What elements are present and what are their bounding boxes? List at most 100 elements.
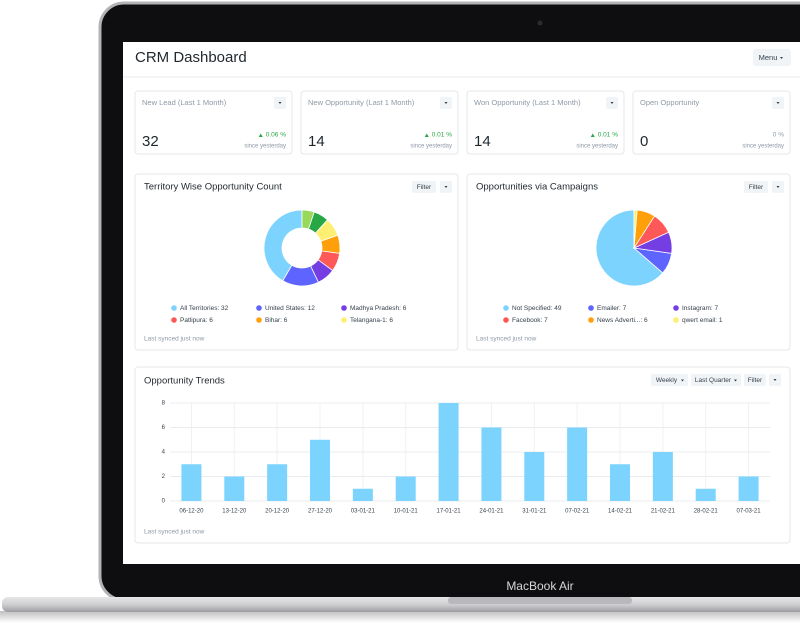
slice <box>263 209 303 282</box>
bar <box>267 464 288 501</box>
trend-arrow <box>258 133 263 137</box>
bar <box>652 452 673 501</box>
x-tick-label: 07-02-21 <box>565 509 590 515</box>
bar <box>567 427 588 501</box>
dropdown-caret[interactable] <box>444 186 448 188</box>
legend-dot <box>171 305 177 311</box>
control-label[interactable]: Filter <box>417 184 432 191</box>
y-tick-label: 6 <box>162 425 166 431</box>
panel-title: Opportunity Trends <box>144 376 225 387</box>
card-title: Won Opportunity (Last 1 Month) <box>474 98 581 107</box>
slice <box>301 209 315 230</box>
dropdown-caret[interactable] <box>776 186 780 188</box>
legend-dot <box>256 305 262 311</box>
legend-label: All Territories: 32 <box>180 305 229 312</box>
dropdown-caret[interactable] <box>610 102 614 104</box>
menu-button[interactable] <box>753 49 791 66</box>
bar <box>438 403 459 501</box>
dropdown-caret[interactable] <box>773 379 777 381</box>
legend-label: Madhya Pradesh: 6 <box>350 305 407 312</box>
trend-arrow <box>424 133 429 137</box>
panel <box>134 366 791 544</box>
control-button[interactable] <box>412 181 436 193</box>
control-button[interactable] <box>744 374 766 386</box>
control-button[interactable] <box>651 374 688 386</box>
legend-dot <box>341 305 347 311</box>
legend-label: News Adverti...: 6 <box>597 317 648 324</box>
device-label: MacBook Air <box>506 579 573 593</box>
panel-title: Territory Wise Opportunity Count <box>144 182 282 193</box>
control-label[interactable]: Last Quarter <box>695 377 732 384</box>
panel-footer: Last synced just now <box>144 529 205 536</box>
x-tick-label: 31-01-21 <box>522 509 547 515</box>
x-tick-label: 13-12-20 <box>222 509 247 515</box>
y-tick-label: 0 <box>162 499 166 505</box>
base-notch <box>448 597 632 604</box>
legend-label: qwert email: 1 <box>682 317 723 324</box>
dropdown-caret[interactable] <box>278 102 282 104</box>
legend-dot <box>673 317 679 323</box>
control-label[interactable]: Filter <box>749 184 764 191</box>
card-note: since yesterday <box>410 144 452 150</box>
panel <box>632 90 791 155</box>
dropdown-caret[interactable] <box>776 102 780 104</box>
card-note: since yesterday <box>742 144 784 150</box>
menu-caret[interactable] <box>780 57 783 59</box>
bar <box>181 464 202 501</box>
bar <box>695 488 716 501</box>
x-tick-label: 03-01-21 <box>351 509 376 515</box>
legend-label: Instagram: 7 <box>682 305 719 312</box>
control-label[interactable]: Filter <box>748 377 763 384</box>
legend-dot <box>588 305 594 311</box>
panel <box>466 90 625 155</box>
legend-label: Telangana-1: 6 <box>350 317 393 324</box>
legend-label: Patlipura: 6 <box>180 317 213 324</box>
legend: Not Specified: 49 Emailer: 7 Instagram: 7 F… <box>503 305 723 324</box>
control-button[interactable] <box>691 374 741 386</box>
bar <box>738 476 759 501</box>
slice <box>595 209 664 287</box>
panel-footer: Last synced just now <box>476 336 537 343</box>
legend-dot <box>588 317 594 323</box>
legend-dot <box>256 317 262 323</box>
x-tick-label: 27-12-20 <box>308 509 333 515</box>
legend-dot <box>503 305 509 311</box>
shadow <box>0 611 800 623</box>
x-tick-label: 14-02-21 <box>608 509 633 515</box>
panel-title: Opportunities via Campaigns <box>476 182 598 193</box>
control-label[interactable]: Weekly <box>656 377 678 384</box>
dropdown-caret[interactable] <box>444 102 448 104</box>
slice <box>633 209 638 249</box>
legend: All Territories: 32 United States: 12 Madh… <box>171 305 407 324</box>
card-note: since yesterday <box>244 144 286 150</box>
menu-label[interactable]: Menu <box>759 53 778 62</box>
control-caret[interactable] <box>681 379 684 382</box>
legend-dot <box>341 317 347 323</box>
x-tick-label: 17-01-21 <box>437 509 462 515</box>
card-value: 0 <box>640 133 648 150</box>
legend-label: Facebook: 7 <box>512 317 548 324</box>
bar <box>481 427 502 501</box>
legend-dot <box>171 317 177 323</box>
card-note: since yesterday <box>576 144 618 150</box>
card-value: 32 <box>142 133 159 150</box>
card-delta: 0.01 % <box>432 132 452 139</box>
bar <box>610 464 630 501</box>
card-delta: 0.01 % <box>598 132 618 139</box>
bar <box>224 476 245 501</box>
bar <box>524 452 545 501</box>
card-title: Open Opportunity <box>640 98 699 107</box>
bar <box>395 476 416 501</box>
legend-label: United States: 12 <box>265 305 315 312</box>
laptop-base <box>2 597 800 612</box>
bar <box>310 439 330 501</box>
control-caret[interactable] <box>734 379 737 382</box>
panel <box>300 90 459 155</box>
camera <box>537 20 543 26</box>
panel <box>134 90 293 155</box>
control-button[interactable] <box>744 181 768 193</box>
legend-dot <box>673 305 679 311</box>
y-tick-label: 2 <box>162 474 166 480</box>
